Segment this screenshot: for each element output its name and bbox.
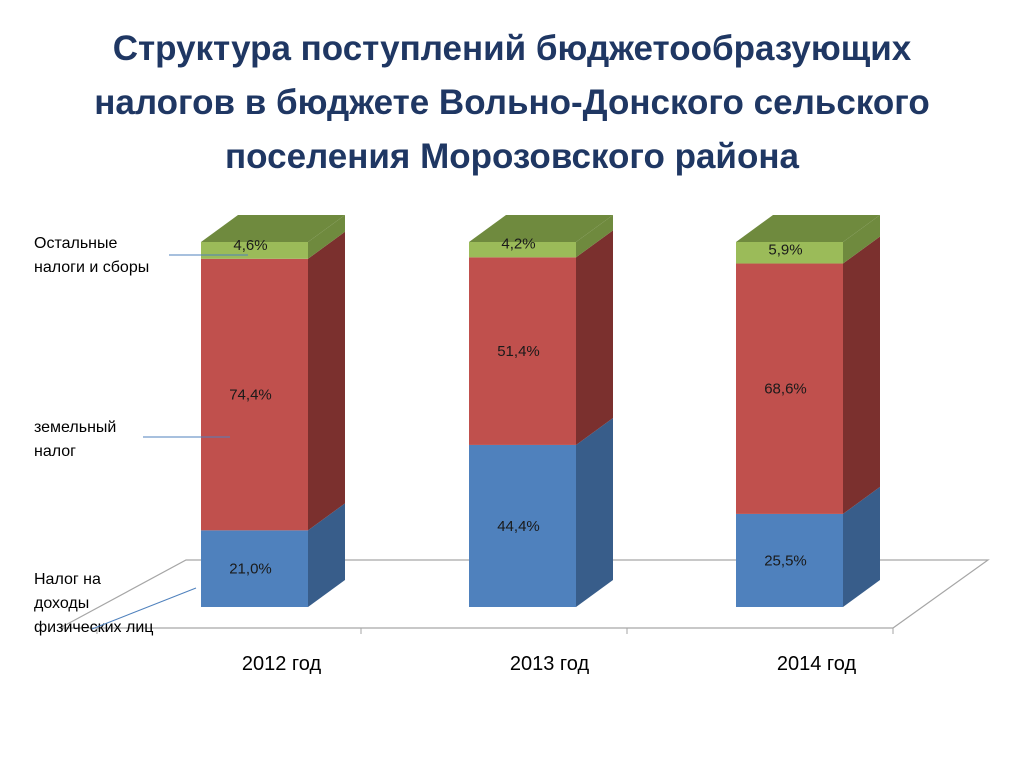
bar-1-segment-1-side [308,503,345,607]
chart-floor [59,559,990,629]
bar-2-segment-3-side [576,215,613,258]
bar-1-segment-1 [201,530,308,607]
series-label-3-line-1: Остальные [34,235,118,252]
chart-title: Структура поступлений бюджетообразующих … [40,22,984,184]
chart-title-line-3: поселения Морозовского района [225,137,799,176]
bar-1-segment-2-side [308,231,345,531]
series-label-1-line-3: физических лиц [34,619,153,636]
bar-3-segment-1 [736,513,843,607]
data-label-bar-2-segment-3: 4,2% [501,235,535,252]
data-label-bar-1-segment-1: 21,0% [229,561,272,578]
chart-title-line-2: налогов в бюджете Вольно-Донского сельск… [94,83,930,122]
chart-title-line-1: Структура поступлений бюджетообразующих [112,29,912,68]
bar-3-segment-2-side [843,236,880,514]
series-label-2-line-1: земельный [34,419,116,436]
data-label-bar-1-segment-2: 74,4% [229,387,272,404]
bar-2-segment-1 [469,444,576,607]
x-tick-label-3: 2014 год [777,653,857,675]
x-tick-label-2: 2013 год [510,653,590,675]
bar-2-segment-1-side [576,417,613,607]
bar-3-segment-3 [736,242,843,264]
bar-3-segment-3-side [843,215,880,264]
data-label-bar-3-segment-2: 68,6% [764,381,807,398]
bar-1-segment-3-side [308,215,345,259]
bar-1-top [201,215,345,242]
bar-2-segment-2-side [576,230,613,445]
series-label-1-line-2: доходы [34,595,89,612]
x-tick-label-1: 2012 год [242,653,322,675]
series-label-1-line-1: Налог на [34,571,101,588]
data-label-bar-3-segment-3: 5,9% [768,242,802,259]
bar-1-segment-2 [201,258,308,531]
bar-2-top [469,215,613,242]
series-label-2-line-2: налог [34,443,76,460]
bar-3-segment-1-side [843,486,880,607]
bar-3-top [736,215,880,242]
data-label-bar-2-segment-1: 44,4% [497,518,540,535]
data-label-bar-3-segment-1: 25,5% [764,552,807,569]
bar-2-segment-2 [469,257,576,445]
series-label-3-line-2: налоги и сборы [34,259,149,276]
bar-3-segment-2 [736,263,843,514]
series-label-1-leader-line [91,587,197,630]
bar-2-segment-3 [469,242,576,258]
data-label-bar-2-segment-2: 51,4% [497,343,540,360]
data-label-bar-1-segment-3: 4,6% [233,237,267,254]
